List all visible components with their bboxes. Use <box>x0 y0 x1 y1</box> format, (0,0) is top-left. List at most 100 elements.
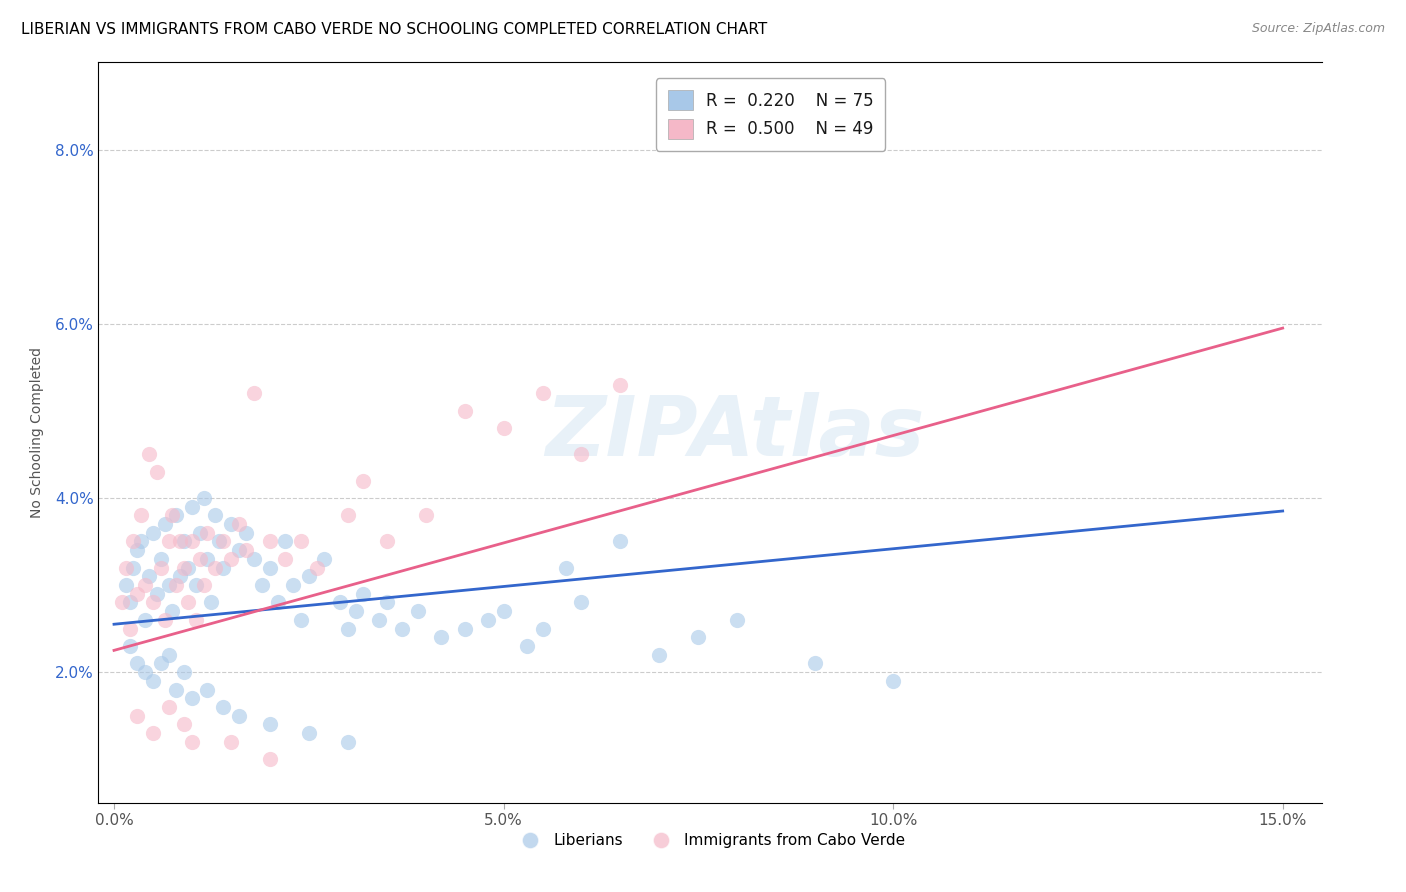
Point <box>283 578 305 592</box>
Point <box>180 500 202 514</box>
Point <box>212 534 235 549</box>
Point <box>162 604 184 618</box>
Point <box>169 534 191 549</box>
Point <box>169 569 191 583</box>
Point <box>688 630 710 644</box>
Point <box>571 447 593 461</box>
Point <box>516 639 538 653</box>
Point <box>188 552 211 566</box>
Point <box>609 534 631 549</box>
Point <box>142 726 165 740</box>
Point <box>157 700 180 714</box>
Point <box>219 517 242 532</box>
Point <box>352 474 374 488</box>
Point <box>157 648 180 662</box>
Point <box>146 587 169 601</box>
Point <box>228 708 250 723</box>
Point <box>114 560 136 574</box>
Point <box>804 657 827 671</box>
Point <box>305 560 328 574</box>
Point <box>212 560 235 574</box>
Point <box>219 735 242 749</box>
Point <box>153 613 176 627</box>
Point <box>180 691 202 706</box>
Point <box>200 595 222 609</box>
Point <box>250 578 273 592</box>
Point <box>173 717 195 731</box>
Point <box>406 604 429 618</box>
Point <box>193 578 215 592</box>
Point <box>453 404 475 418</box>
Point <box>367 613 389 627</box>
Point <box>122 560 145 574</box>
Point <box>134 665 156 680</box>
Point <box>274 552 297 566</box>
Point <box>554 560 576 574</box>
Point <box>531 622 554 636</box>
Point <box>134 613 156 627</box>
Point <box>142 673 165 688</box>
Point <box>235 543 257 558</box>
Point <box>430 630 453 644</box>
Point <box>127 543 149 558</box>
Point <box>352 587 374 601</box>
Point <box>228 517 250 532</box>
Point <box>118 622 141 636</box>
Point <box>157 534 180 549</box>
Point <box>129 534 152 549</box>
Point <box>162 508 184 523</box>
Point <box>298 569 321 583</box>
Point <box>648 648 671 662</box>
Point <box>453 622 475 636</box>
Point <box>197 682 219 697</box>
Point <box>138 569 160 583</box>
Point <box>259 560 281 574</box>
Point <box>882 673 904 688</box>
Point <box>219 552 242 566</box>
Point <box>127 587 149 601</box>
Point <box>118 639 141 653</box>
Point <box>114 578 136 592</box>
Point <box>184 613 207 627</box>
Point <box>204 508 226 523</box>
Y-axis label: No Schooling Completed: No Schooling Completed <box>30 347 44 518</box>
Point <box>111 595 134 609</box>
Point <box>149 657 172 671</box>
Legend: Liberians, Immigrants from Cabo Verde: Liberians, Immigrants from Cabo Verde <box>509 827 911 855</box>
Point <box>259 752 281 766</box>
Point <box>212 700 235 714</box>
Point <box>329 595 352 609</box>
Point <box>165 682 187 697</box>
Point <box>118 595 141 609</box>
Point <box>725 613 748 627</box>
Point <box>492 604 515 618</box>
Point <box>290 534 312 549</box>
Point <box>391 622 413 636</box>
Point <box>177 560 200 574</box>
Point <box>314 552 336 566</box>
Point <box>127 708 149 723</box>
Point <box>127 657 149 671</box>
Text: Source: ZipAtlas.com: Source: ZipAtlas.com <box>1251 22 1385 36</box>
Point <box>571 595 593 609</box>
Point <box>274 534 297 549</box>
Point <box>142 595 165 609</box>
Point <box>531 386 554 401</box>
Point <box>122 534 145 549</box>
Point <box>153 517 176 532</box>
Point <box>290 613 312 627</box>
Point <box>336 622 359 636</box>
Point <box>197 525 219 540</box>
Point <box>149 552 172 566</box>
Point <box>177 595 200 609</box>
Point <box>173 560 195 574</box>
Point <box>157 578 180 592</box>
Point <box>492 421 515 435</box>
Point <box>243 386 266 401</box>
Point <box>138 447 160 461</box>
Point <box>375 534 398 549</box>
Point <box>193 491 215 505</box>
Point <box>609 377 631 392</box>
Point <box>165 578 187 592</box>
Point <box>204 560 226 574</box>
